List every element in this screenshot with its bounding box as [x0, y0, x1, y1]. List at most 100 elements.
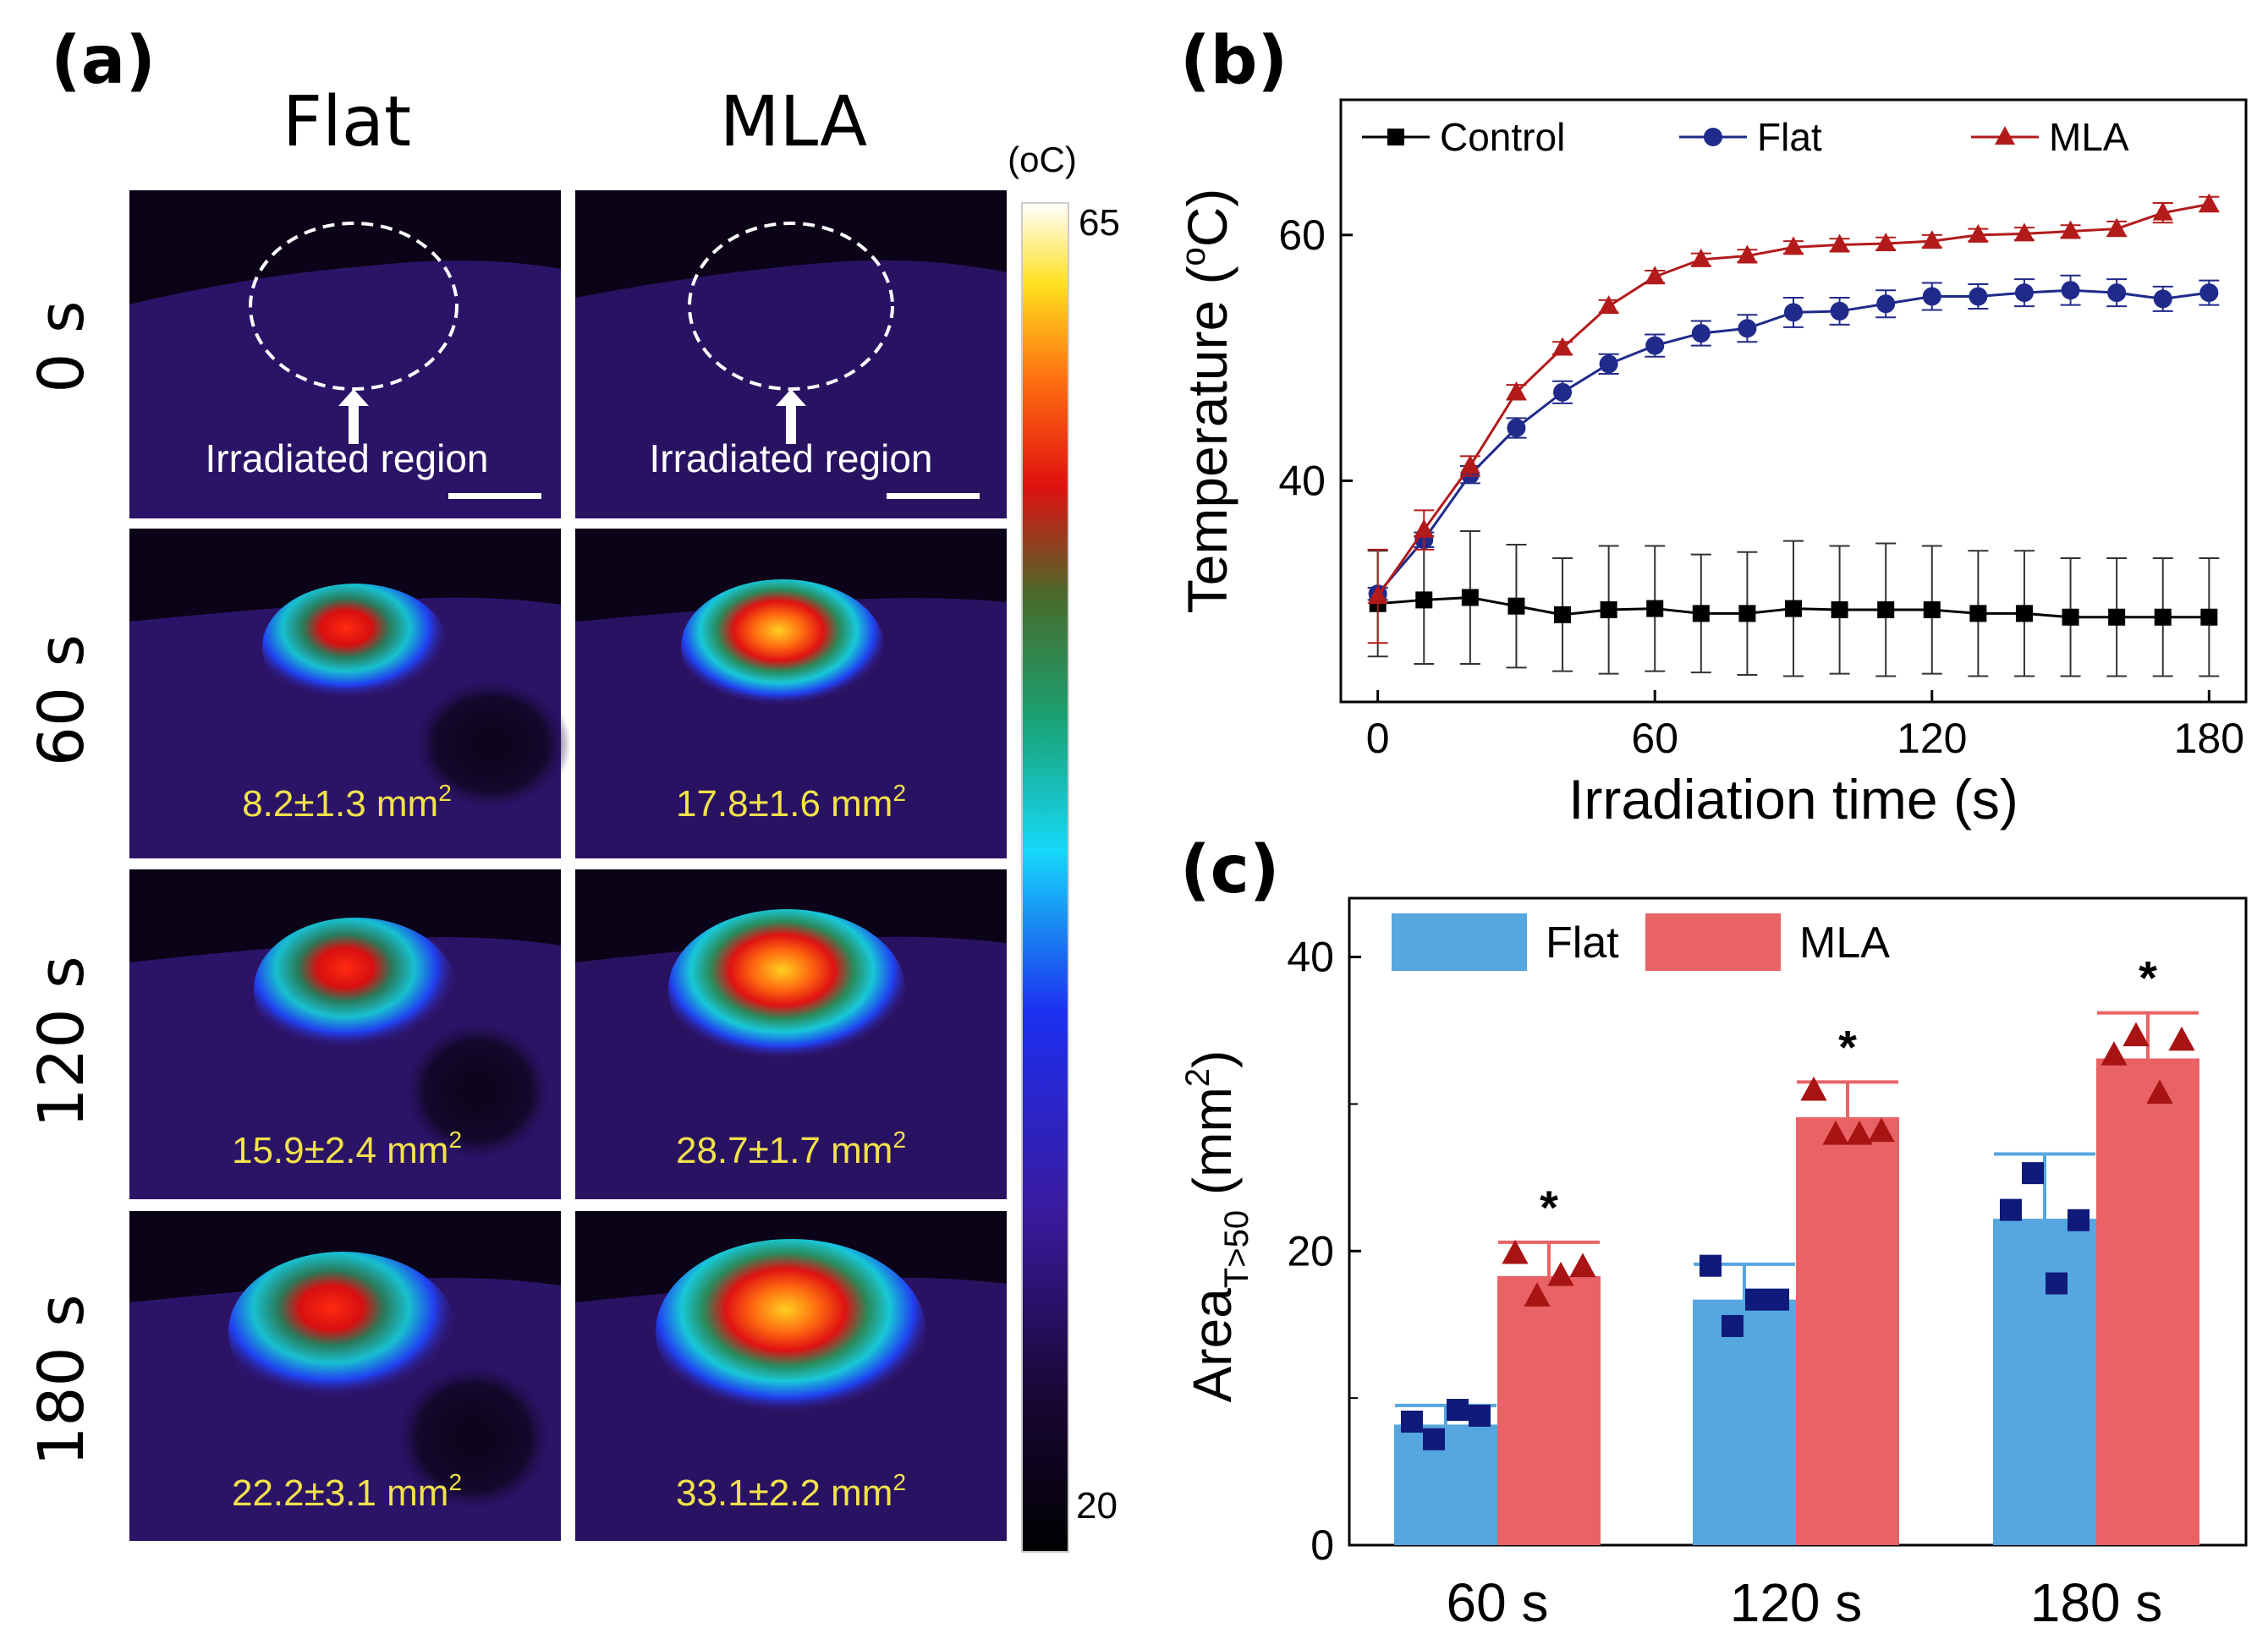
data-point	[1737, 244, 1758, 264]
legend-marker	[1995, 126, 2015, 145]
colorbar-gradient	[1021, 202, 1069, 1553]
data-point	[2061, 281, 2080, 300]
data-point	[2013, 222, 2035, 242]
data-point	[1569, 1253, 1596, 1278]
area-label-mla-60s: 17.8±1.6 mm2	[676, 780, 906, 825]
data-point	[1646, 600, 1664, 617]
scale-bar	[448, 493, 541, 499]
data-point	[1830, 301, 1849, 321]
thermal-image-mla-0s: Irradiated region	[575, 190, 1007, 518]
data-point	[2122, 1022, 2150, 1047]
bar	[2096, 1058, 2199, 1545]
legend-swatch	[1645, 913, 1781, 971]
data-point	[1800, 1076, 1827, 1101]
panel-b: (b) 0 60 120 180 40 60 Control Flat MLA Irradia…	[1175, 23, 2248, 830]
data-point	[1552, 337, 1573, 356]
plot-c-ticks: 0 20 40 60 s 120 s 180 s	[1287, 934, 2162, 1633]
panel-b-label: (b)	[1180, 23, 1288, 99]
data-point	[1969, 605, 1987, 622]
legend-label: MLA	[1799, 918, 1890, 968]
data-point	[1785, 600, 1802, 617]
plot-b-y-axis-label: Temperature (oC)	[1175, 189, 1238, 614]
plot-c-legend: Flat MLA	[1392, 913, 1890, 971]
bar	[1993, 1219, 2096, 1545]
data-point	[1922, 287, 1941, 306]
panel-a-label: (a)	[51, 23, 156, 99]
y-tick-label: 40	[1287, 934, 1334, 981]
data-point	[2068, 1209, 2090, 1231]
significance-star: *	[2139, 951, 2157, 1005]
data-point	[1784, 303, 1803, 322]
data-point	[1524, 1282, 1551, 1307]
row-label-0s: 0 s	[25, 300, 98, 392]
scale-bar	[887, 493, 980, 499]
data-point	[1868, 1117, 1895, 1143]
data-point	[1822, 1121, 1849, 1145]
plot-b-series	[1367, 193, 2220, 677]
data-point	[1738, 605, 1756, 622]
legend-label: Flat	[1546, 918, 1619, 968]
x-tick-label: 180 s	[2030, 1572, 2163, 1633]
column-title-mla: MLA	[720, 82, 867, 162]
plot-b-axes	[1339, 98, 2248, 704]
y-tick-label: 0	[1310, 1521, 1334, 1569]
bar-group-flat	[1394, 1399, 1497, 1545]
data-point	[1745, 1288, 1767, 1311]
data-point	[1875, 233, 1897, 252]
data-point	[1846, 1121, 1873, 1145]
data-point	[1502, 1239, 1529, 1264]
arrow-icon	[338, 389, 369, 444]
data-point	[1547, 1261, 1574, 1286]
y-tick-label: 40	[1278, 457, 1326, 504]
data-point	[2108, 608, 2126, 626]
data-point	[2168, 1026, 2195, 1051]
data-point	[1599, 354, 1618, 374]
area-label-mla-180s: 33.1±2.2 mm2	[676, 1469, 906, 1514]
series-line	[1376, 203, 2210, 597]
data-point	[2153, 289, 2172, 309]
series-control	[1367, 530, 2220, 677]
x-tick-label: 180	[2174, 715, 2244, 762]
data-point	[1767, 1288, 1789, 1311]
data-point	[1921, 230, 1942, 249]
thermal-image-flat-180s: 22.2±3.1 mm2	[129, 1211, 561, 1541]
significance-star: *	[1540, 1181, 1558, 1234]
data-point	[2106, 217, 2128, 237]
data-point	[1645, 266, 1666, 285]
data-point	[1507, 418, 1526, 437]
data-point	[1692, 605, 1710, 622]
data-point	[1876, 294, 1896, 314]
area-label-flat-60s: 8.2±1.3 mm2	[242, 780, 452, 825]
data-point	[1461, 589, 1479, 606]
x-tick-label: 0	[1366, 715, 1390, 762]
data-point	[1700, 1254, 1722, 1277]
data-point	[2015, 605, 2033, 622]
data-point	[1923, 601, 1941, 619]
data-point	[1829, 233, 1850, 253]
legend-swatch	[1392, 913, 1527, 971]
thermal-image-mla-180s: 33.1±2.2 mm2	[575, 1211, 1007, 1541]
column-title-flat: Flat	[283, 82, 411, 162]
data-point	[1401, 1410, 1423, 1433]
x-tick-label: 120 s	[1730, 1572, 1863, 1633]
series-mla	[1367, 193, 2220, 644]
data-point	[1690, 248, 1711, 267]
plot-c-bars: * * *	[1394, 951, 2199, 1545]
data-point	[1554, 606, 1572, 623]
data-point	[2062, 608, 2079, 626]
bar-group-mla	[1796, 1076, 1899, 1545]
data-point	[1645, 336, 1665, 355]
irradiated-region-label: Irradiated region	[206, 436, 489, 480]
area-label-flat-120s: 15.9±2.4 mm2	[232, 1126, 462, 1171]
data-point	[1600, 601, 1617, 619]
data-point	[1423, 1428, 1445, 1450]
data-point	[1507, 597, 1525, 615]
data-point	[1969, 287, 1988, 306]
data-point	[2000, 1198, 2022, 1221]
data-point	[1738, 319, 1757, 338]
legend-marker	[1704, 128, 1722, 146]
plot-c-y-axis-label: AreaT>50 (mm2)	[1179, 1050, 1255, 1403]
data-point	[1968, 223, 1989, 243]
